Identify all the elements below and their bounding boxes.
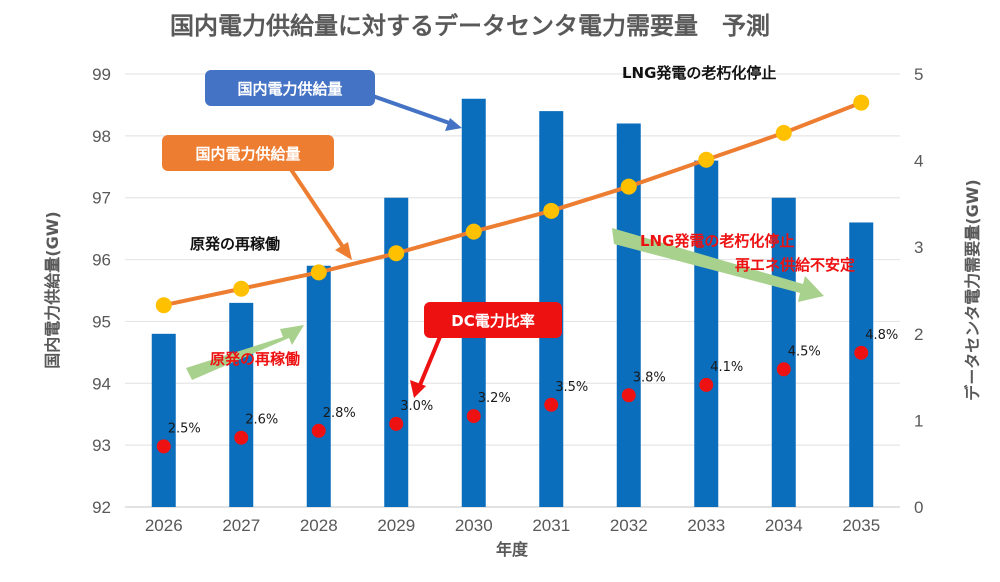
- callout-red: DC電力比率: [410, 302, 562, 398]
- ratio-data-label: 4.1%: [710, 360, 743, 375]
- ratio-data-label: 2.8%: [323, 406, 356, 421]
- bar: [306, 265, 331, 507]
- bar: [151, 333, 176, 507]
- line-marker: [155, 297, 172, 314]
- x-tick-label: 2031: [532, 516, 570, 535]
- x-axis-title: 年度: [496, 540, 529, 559]
- restart-trend-arrow: [186, 325, 304, 380]
- left-tick-label: 99: [92, 65, 111, 84]
- ratio-dot: [699, 377, 714, 392]
- line-marker: [853, 94, 870, 111]
- x-tick-label: 2033: [687, 516, 725, 535]
- bar: [849, 222, 874, 507]
- ratio-data-label: 3.2%: [478, 391, 511, 406]
- left-tick-label: 97: [92, 189, 111, 208]
- ratio-dot: [389, 416, 404, 431]
- line-marker: [465, 223, 482, 240]
- callout-red-label: DC電力比率: [451, 312, 534, 330]
- left-tick-label: 95: [92, 312, 111, 331]
- ratio-data-label: 3.5%: [555, 380, 588, 395]
- right-tick-label: 4: [914, 152, 923, 171]
- callout-blue: 国内電力供給量: [205, 70, 462, 131]
- note-renewable-red: 再エネ供給不安定: [735, 256, 855, 274]
- ratio-data-label: 4.5%: [788, 344, 821, 359]
- note-lng-black: LNG発電の老朽化停止: [622, 64, 776, 82]
- chart-title: 国内電力供給量に対するデータセンタ電力需要量 予測: [170, 12, 770, 40]
- note-restart-red: 原発の再稼働: [210, 350, 300, 368]
- line-marker: [388, 245, 405, 262]
- left-axis-ticks: 92 93 94 95 96 97 98 99: [92, 65, 111, 517]
- left-tick-label: 96: [92, 251, 111, 270]
- x-tick-label: 2032: [610, 516, 648, 535]
- note-lng-red: LNG発電の老朽化停止: [640, 232, 794, 250]
- x-tick-label: 2034: [765, 516, 803, 535]
- left-tick-label: 94: [92, 374, 111, 393]
- line-path: [163, 100, 862, 308]
- x-axis-ticks: 2026 2027 2028 2029 2030 2031 2032 2033 2034 2035: [145, 516, 880, 535]
- ratio-dot: [466, 409, 481, 424]
- scatter-series: 2.5% 2.6% 2.8% 3.0% 3.2% 3.5% 3.8% 4.1% 4.5% 4.8%: [156, 328, 898, 454]
- ratio-data-label: 3.0%: [400, 399, 433, 414]
- ratio-data-label: 2.5%: [168, 421, 201, 436]
- line-marker: [620, 178, 637, 195]
- lng-trend-arrow: [612, 228, 824, 302]
- x-tick-label: 2035: [842, 516, 880, 535]
- ratio-data-label: 2.6%: [245, 413, 278, 428]
- x-tick-label: 2029: [377, 516, 415, 535]
- x-tick-label: 2027: [222, 516, 260, 535]
- x-tick-label: 2030: [455, 516, 493, 535]
- ratio-dot: [311, 423, 326, 438]
- ratio-dot: [156, 439, 171, 454]
- x-tick-label: 2028: [300, 516, 338, 535]
- right-axis-ticks: 0 1 2 3 4 5: [914, 65, 923, 517]
- bar: [229, 302, 254, 507]
- ratio-dot: [776, 362, 791, 377]
- line-marker: [543, 202, 560, 219]
- note-restart-black: 原発の再稼働: [190, 235, 280, 253]
- line-series: [155, 94, 870, 314]
- ratio-dot: [621, 388, 636, 403]
- left-tick-label: 92: [92, 498, 111, 517]
- left-axis-title: 国内電力供給量(GW): [43, 211, 62, 368]
- callout-orange-label: 国内電力供給量: [195, 145, 300, 163]
- ratio-dot: [544, 397, 559, 412]
- line-marker: [775, 124, 792, 141]
- right-tick-label: 0: [914, 498, 923, 517]
- right-tick-label: 1: [914, 411, 923, 430]
- bar: [384, 197, 409, 507]
- right-tick-label: 2: [914, 325, 923, 344]
- bar: [694, 160, 719, 507]
- callout-blue-label: 国内電力供給量: [237, 80, 342, 98]
- left-tick-label: 93: [92, 436, 111, 455]
- ratio-data-label: 4.8%: [865, 328, 898, 343]
- callout-orange: 国内電力供給量: [162, 135, 352, 260]
- right-axis-title: データセンタ電力需要量(GW): [963, 179, 982, 400]
- x-tick-label: 2026: [145, 516, 183, 535]
- line-marker: [698, 151, 715, 168]
- line-marker: [233, 280, 250, 297]
- right-tick-label: 3: [914, 238, 923, 257]
- bar: [771, 197, 796, 507]
- right-tick-label: 5: [914, 65, 923, 84]
- left-tick-label: 98: [92, 127, 111, 146]
- ratio-dot: [234, 430, 249, 445]
- line-marker: [310, 264, 327, 281]
- ratio-data-label: 3.8%: [633, 370, 666, 385]
- ratio-dot: [854, 345, 869, 360]
